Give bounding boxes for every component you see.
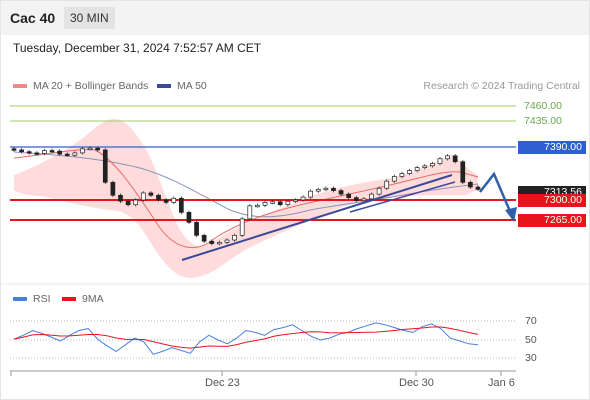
candle-body: [460, 161, 466, 183]
legend-rsi-ma: 9MA: [62, 293, 104, 305]
candle-body: [338, 190, 344, 195]
x-label-jan6: Jan 6: [488, 377, 515, 389]
rsi-ma-swatch: [62, 297, 76, 302]
candle-body: [217, 242, 222, 245]
tag-7300: 7300.00: [518, 194, 586, 207]
candle-body: [376, 187, 382, 195]
candles-group: [11, 146, 481, 246]
candle-body: [293, 199, 298, 202]
legend-ma20-label: MA 20 + Bollinger Bands: [33, 80, 149, 92]
rsi-swatch: [13, 297, 27, 302]
ma50-swatch: [157, 84, 171, 89]
candle-body: [80, 148, 85, 154]
candle-body: [163, 199, 169, 203]
candle-body: [331, 187, 336, 191]
candle-body: [57, 150, 62, 155]
projection-arrowhead: [505, 207, 517, 222]
candle-body: [468, 181, 473, 188]
candle-body: [26, 151, 32, 154]
candle-body: [414, 167, 420, 171]
candle-body: [224, 239, 230, 243]
rsi-label-70: 70: [525, 315, 537, 327]
candle-body: [239, 218, 245, 236]
candle-body: [125, 200, 131, 206]
candle-body: [87, 147, 93, 151]
candle-body: [407, 170, 412, 174]
candle-body: [72, 152, 78, 156]
candle-body: [19, 149, 24, 153]
candle-body: [133, 199, 139, 206]
trendline-upper: [349, 181, 456, 213]
candle-body: [247, 205, 253, 220]
candle-body: [140, 192, 146, 201]
candle-body: [171, 197, 177, 203]
candle-body: [64, 153, 70, 156]
x-label-dec23: Dec 23: [205, 377, 240, 389]
projection-arrow: [479, 171, 514, 217]
candle-body: [194, 222, 199, 236]
candle-body: [148, 192, 154, 196]
label-7435: 7435.00: [524, 115, 562, 127]
candle-body: [285, 200, 291, 206]
candle-body: [315, 189, 321, 192]
candle-body: [369, 193, 374, 200]
rsi-ma-line: [13, 326, 479, 349]
candle-body: [178, 197, 184, 213]
x-label-dec30: Dec 30: [399, 377, 434, 389]
rsi-label-30: 30: [525, 352, 537, 364]
candle-body: [475, 186, 481, 190]
rsi-line: [13, 322, 479, 355]
legend-ma50-label: MA 50: [177, 80, 207, 92]
candle-body: [346, 193, 352, 198]
ma20-line: [13, 149, 479, 248]
legend-ma50: MA 50: [157, 80, 207, 92]
legend-rsi-label: RSI: [33, 293, 51, 305]
candle-body: [34, 152, 40, 155]
candle-body: [353, 197, 359, 201]
candle-body: [308, 190, 314, 198]
timestamp: Tuesday, December 31, 2024 7:52:57 AM CE…: [13, 41, 262, 55]
legend-rsi-ma-label: 9MA: [82, 293, 104, 305]
candle-body: [422, 165, 428, 168]
legend-rsi: RSI: [13, 293, 51, 305]
candle-body: [11, 148, 17, 151]
tag-7265: 7265.00: [518, 214, 586, 227]
candle-body: [156, 194, 161, 201]
rsi-label-50: 50: [525, 334, 537, 346]
candle-body: [300, 196, 306, 201]
legend-ma20: MA 20 + Bollinger Bands: [13, 80, 148, 92]
candle-body: [270, 201, 275, 204]
candle-body: [49, 150, 55, 153]
candle-body: [399, 173, 405, 177]
candle-body: [361, 198, 367, 201]
ma20-swatch: [13, 84, 27, 89]
candle-body: [209, 240, 215, 244]
candle-body: [232, 234, 237, 241]
candle-body: [323, 187, 329, 191]
candle-body: [445, 155, 450, 160]
candle-body: [384, 180, 390, 189]
trendline-lower: [181, 174, 453, 261]
candle-body: [391, 176, 397, 182]
timeframe-badge[interactable]: 30 MIN: [64, 7, 115, 29]
candle-body: [430, 163, 435, 167]
tag-7390: 7390.00: [518, 141, 586, 154]
candle-body: [437, 158, 443, 164]
candle-body: [255, 204, 260, 208]
candle-body: [277, 201, 283, 206]
candle-body: [95, 147, 101, 151]
instrument-title: Cac 40: [10, 10, 56, 26]
candle-body: [186, 212, 192, 223]
candle-body: [118, 194, 123, 202]
candle-body: [102, 149, 108, 183]
candle-body: [110, 181, 116, 196]
candle-body: [262, 202, 268, 206]
candle-body: [452, 155, 458, 163]
bollinger-band: [14, 118, 478, 278]
candle-body: [201, 234, 207, 242]
candle-body: [42, 150, 47, 154]
credit-text: Research © 2024 Trading Central: [423, 80, 580, 92]
label-7460: 7460.00: [524, 100, 562, 112]
